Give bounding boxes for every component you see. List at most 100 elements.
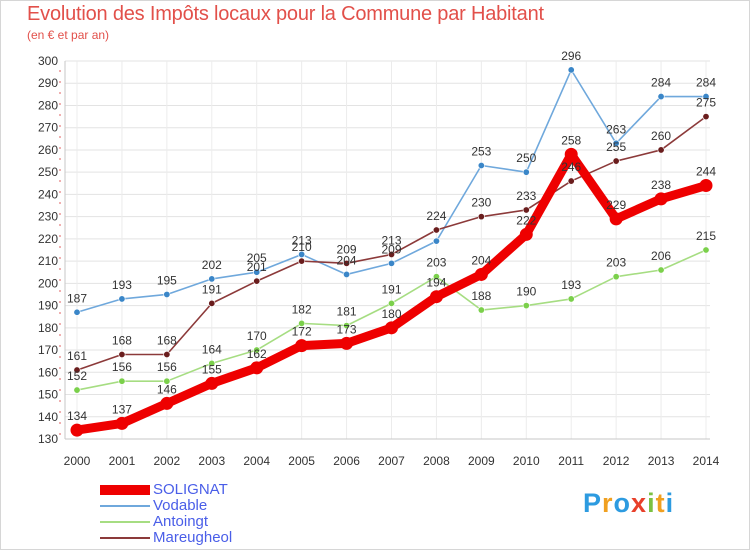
data-label-solignat-2010: 222 bbox=[516, 213, 536, 227]
point-mareugheol-2010 bbox=[522, 206, 530, 214]
data-label-antoingt-2010: 190 bbox=[516, 285, 536, 299]
logo-letter-2: o bbox=[613, 488, 632, 518]
data-label-solignat-2000: 134 bbox=[67, 409, 87, 423]
data-label-solignat-2003: 155 bbox=[202, 362, 222, 376]
point-vodable-2001 bbox=[118, 295, 126, 303]
x-tick-label-2011: 2011 bbox=[558, 454, 584, 468]
logo-letter-5: t bbox=[655, 488, 666, 518]
data-label-solignat-2005: 172 bbox=[292, 325, 312, 339]
legend-swatch-mareugheol bbox=[100, 537, 150, 539]
point-vodable-2008 bbox=[432, 237, 440, 245]
y-tick-label-300: 300 bbox=[38, 54, 58, 68]
data-label-mareugheol-2013: 260 bbox=[651, 129, 671, 143]
data-label-vodable-2004: 205 bbox=[247, 251, 267, 265]
point-solignat-2000 bbox=[70, 423, 84, 437]
point-vodable-2013 bbox=[657, 93, 665, 101]
data-label-solignat-2014: 244 bbox=[696, 165, 716, 179]
y-tick-label-250: 250 bbox=[38, 165, 58, 179]
point-mareugheol-2009 bbox=[477, 213, 485, 221]
data-label-mareugheol-2009: 230 bbox=[471, 196, 491, 210]
point-solignat-2012 bbox=[609, 212, 623, 226]
x-tick-label-2008: 2008 bbox=[423, 454, 450, 468]
x-tick-label-2009: 2009 bbox=[468, 454, 495, 468]
point-mareugheol-2000 bbox=[73, 366, 81, 374]
point-solignat-2014 bbox=[699, 179, 713, 193]
data-label-antoingt-2004: 170 bbox=[247, 329, 267, 343]
x-tick-label-2012: 2012 bbox=[603, 454, 630, 468]
data-label-mareugheol-2005: 210 bbox=[292, 240, 312, 254]
legend-label-antoingt: Antoingt bbox=[153, 513, 209, 530]
point-solignat-2009 bbox=[474, 267, 488, 281]
y-tick-label-140: 140 bbox=[38, 410, 58, 424]
data-label-solignat-2001: 137 bbox=[112, 402, 132, 416]
data-label-antoingt-2003: 164 bbox=[202, 342, 222, 356]
point-mareugheol-2008 bbox=[432, 226, 440, 234]
data-label-antoingt-2006: 181 bbox=[337, 305, 357, 319]
data-label-antoingt-2008: 203 bbox=[426, 256, 446, 270]
data-label-mareugheol-2001: 168 bbox=[112, 334, 132, 348]
chart-title: Evolution des Impôts locaux pour la Comm… bbox=[27, 3, 544, 25]
data-label-vodable-2014: 284 bbox=[696, 76, 716, 90]
data-label-antoingt-2013: 206 bbox=[651, 249, 671, 263]
data-label-mareugheol-2010: 233 bbox=[516, 189, 536, 203]
point-mareugheol-2005 bbox=[298, 257, 306, 265]
data-label-antoingt-2002: 156 bbox=[157, 360, 177, 374]
y-tick-label-130: 130 bbox=[38, 432, 58, 446]
point-antoingt-2001 bbox=[118, 377, 126, 385]
data-label-vodable-2006: 204 bbox=[337, 253, 357, 267]
point-antoingt-2013 bbox=[657, 266, 665, 274]
point-solignat-2008 bbox=[429, 290, 443, 304]
data-label-antoingt-2011: 193 bbox=[561, 278, 581, 292]
point-mareugheol-2014 bbox=[702, 113, 710, 121]
data-label-solignat-2011: 258 bbox=[561, 133, 581, 147]
y-tick-label-270: 270 bbox=[38, 121, 58, 135]
x-tick-label-2004: 2004 bbox=[243, 454, 270, 468]
y-tick-label-280: 280 bbox=[38, 98, 58, 112]
data-label-vodable-2009: 253 bbox=[471, 145, 491, 159]
data-label-vodable-2005: 213 bbox=[292, 233, 312, 247]
point-mareugheol-2013 bbox=[657, 146, 665, 154]
data-label-mareugheol-2000: 161 bbox=[67, 349, 87, 363]
y-tick-label-200: 200 bbox=[38, 276, 58, 290]
data-label-antoingt-2005: 182 bbox=[292, 302, 312, 316]
legend-swatch-antoingt bbox=[100, 521, 150, 523]
point-antoingt-2009 bbox=[477, 306, 485, 314]
data-label-antoingt-2001: 156 bbox=[112, 360, 132, 374]
data-label-mareugheol-2014: 275 bbox=[696, 96, 716, 110]
logo-letter-3: x bbox=[631, 488, 648, 518]
data-label-vodable-2013: 284 bbox=[651, 76, 671, 90]
point-mareugheol-2006 bbox=[343, 259, 351, 267]
point-vodable-2010 bbox=[522, 168, 530, 176]
proxiti-logo: Proxiti bbox=[583, 488, 674, 519]
x-tick-label-2007: 2007 bbox=[378, 454, 405, 468]
data-label-antoingt-2007: 191 bbox=[381, 282, 401, 296]
data-label-vodable-2001: 193 bbox=[112, 278, 132, 292]
x-tick-label-2002: 2002 bbox=[154, 454, 181, 468]
y-tick-label-260: 260 bbox=[38, 143, 58, 157]
data-label-solignat-2013: 238 bbox=[651, 178, 671, 192]
data-label-antoingt-2012: 203 bbox=[606, 256, 626, 270]
data-label-mareugheol-2006: 209 bbox=[337, 242, 357, 256]
point-mareugheol-2002 bbox=[163, 351, 171, 359]
point-vodable-2006 bbox=[343, 270, 351, 278]
legend-swatch-vodable bbox=[100, 505, 150, 507]
x-tick-label-2010: 2010 bbox=[513, 454, 540, 468]
data-label-vodable-2012: 263 bbox=[606, 122, 626, 136]
point-mareugheol-2012 bbox=[612, 157, 620, 165]
data-label-solignat-2008: 194 bbox=[426, 276, 446, 290]
point-mareugheol-2007 bbox=[387, 250, 395, 258]
x-tick-label-2006: 2006 bbox=[333, 454, 360, 468]
data-label-mareugheol-2007: 213 bbox=[381, 233, 401, 247]
data-label-solignat-2002: 146 bbox=[157, 382, 177, 396]
point-vodable-2000 bbox=[73, 308, 81, 316]
point-antoingt-2011 bbox=[567, 295, 575, 303]
legend-label-mareugheol: Mareugheol bbox=[153, 529, 233, 546]
legend-label-solignat: SOLIGNAT bbox=[153, 481, 228, 498]
point-antoingt-2006 bbox=[343, 322, 351, 330]
y-tick-label-170: 170 bbox=[38, 343, 58, 357]
point-antoingt-2014 bbox=[702, 246, 710, 254]
data-label-mareugheol-2002: 168 bbox=[157, 334, 177, 348]
data-label-vodable-2000: 187 bbox=[67, 291, 87, 305]
point-solignat-2003 bbox=[205, 376, 219, 390]
